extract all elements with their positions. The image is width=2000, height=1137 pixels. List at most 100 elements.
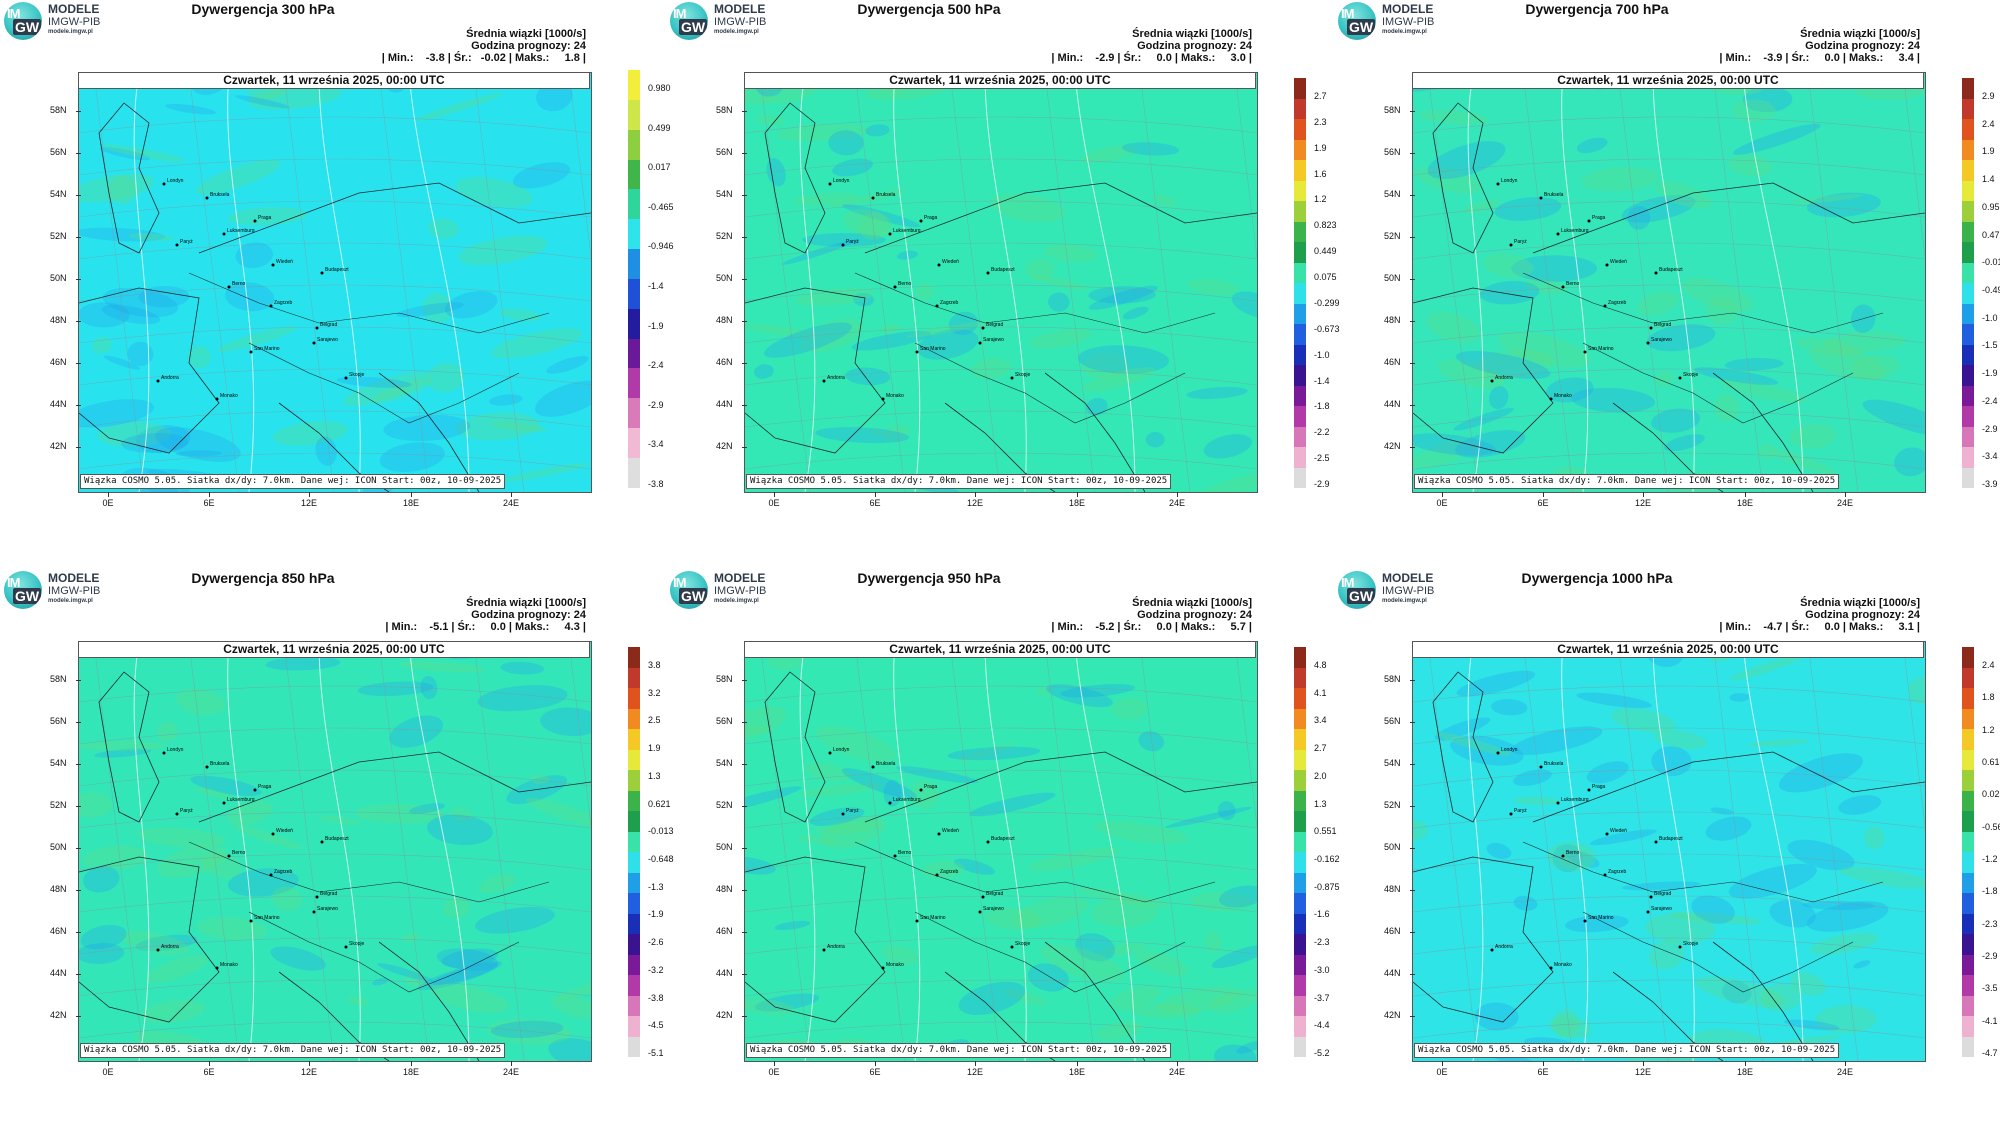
- colorbar-tick: -2.4: [1982, 395, 1998, 406]
- panel-title: Dywergencja 500 hPa: [857, 1, 1001, 17]
- field-patch: [868, 428, 891, 438]
- colorbar-tick: -3.4: [648, 439, 664, 450]
- lon-label: 24E: [496, 492, 526, 508]
- field-patch: [1012, 897, 1089, 929]
- city-marker: [344, 945, 348, 949]
- lat-label: 50N: [50, 273, 81, 283]
- field-patch: [1894, 447, 1925, 477]
- field-patch: [441, 948, 498, 968]
- colorbar-segment: [1962, 385, 1974, 406]
- colorbar-segment: [628, 790, 640, 811]
- field-patch: [175, 688, 226, 715]
- colorbar-segment: [628, 1036, 640, 1057]
- colorbar-segment: [628, 954, 640, 975]
- coastline: [1413, 287, 1554, 454]
- colorbar-segment: [1962, 913, 1974, 934]
- city-marker: [271, 263, 275, 267]
- field-patch: [1864, 826, 1885, 850]
- model-footer: Wiązka COSMO 5.05. Siatka dx/dy: 7.0km. …: [80, 474, 506, 489]
- graticule-lon: [93, 73, 145, 492]
- contour-line: [1074, 642, 1136, 1061]
- field-patch: [1413, 433, 1496, 456]
- city-label: Monako: [1554, 962, 1572, 968]
- graticule-lat: [1413, 853, 1925, 871]
- lat-label: 46N: [1384, 357, 1415, 367]
- graticule-lat: [745, 853, 1257, 871]
- field-patch: [1787, 839, 1855, 871]
- graticule-lon: [949, 642, 1001, 1061]
- map-area: Londyn Bruksela Luksemburg Paryż Praga Berno W…: [1412, 641, 1926, 1062]
- field-patch: [1219, 885, 1257, 908]
- stats-block: Średnia wiązki [1000/s] Godzina prognozy…: [382, 28, 586, 64]
- city-label: Belgrad: [1654, 891, 1671, 897]
- field-patch: [1851, 354, 1900, 380]
- city-label: Luksemburg: [1561, 228, 1589, 234]
- city-marker: [205, 196, 209, 200]
- field-patch: [546, 356, 589, 374]
- field-patch: [146, 954, 209, 983]
- coastline: [1432, 671, 1494, 823]
- colorbar-segment: [1294, 811, 1306, 832]
- field-patch: [821, 815, 886, 849]
- city-marker: [978, 341, 982, 345]
- field-patch: [399, 661, 486, 673]
- lon-label: 0E: [1427, 1061, 1457, 1077]
- city-marker: [1605, 263, 1609, 267]
- field-patch: [136, 425, 191, 454]
- field-patch: [842, 204, 921, 228]
- colorbar-tick: -2.3: [1314, 937, 1330, 948]
- field-patch: [1801, 900, 1875, 910]
- stats-title: Średnia wiązki [1000/s]: [1132, 28, 1252, 40]
- field-patch: [971, 357, 1012, 379]
- colorbar-tick: -2.4: [648, 360, 664, 371]
- city-marker: [841, 812, 845, 816]
- city-marker: [881, 397, 885, 401]
- field-patch: [1589, 829, 1657, 846]
- colorbar-tick: -1.9: [648, 909, 664, 920]
- lon-label: 6E: [1528, 1061, 1558, 1077]
- field-patch: [745, 324, 818, 337]
- field-patch: [1236, 1040, 1257, 1054]
- graticule-lat: [1413, 116, 1925, 134]
- graticule-lat: [745, 368, 1257, 386]
- coastline: [378, 372, 480, 492]
- graticule-lat: [79, 727, 591, 745]
- city-marker: [222, 232, 226, 236]
- map-area: Londyn Bruksela Luksemburg Paryż Praga Berno W…: [78, 72, 592, 493]
- city-label: Londyn: [833, 747, 850, 753]
- colorbar-tick: 2.0: [1314, 770, 1327, 781]
- field-patch: [1231, 291, 1257, 319]
- colorbar-segment: [1294, 221, 1306, 242]
- lon-label: 18E: [1062, 1061, 1092, 1077]
- city-label: San Marino: [254, 915, 280, 921]
- colorbar-segment: [628, 667, 640, 688]
- city-label: Andorra: [161, 375, 179, 381]
- colorbar-segment: [1294, 324, 1306, 345]
- city-marker: [1583, 350, 1587, 354]
- field-patch: [489, 421, 547, 432]
- field-patch: [1552, 844, 1583, 873]
- city-label: Praga: [258, 784, 272, 790]
- colorbar-tick: -3.8: [648, 992, 664, 1003]
- contour-line: [227, 642, 255, 1061]
- colorbar-segment: [1294, 708, 1306, 729]
- colorbar-tick: 3.4: [1314, 715, 1327, 726]
- field-patch: [798, 834, 839, 844]
- border-line: [248, 911, 520, 993]
- stats-title: Średnia wiązki [1000/s]: [1132, 597, 1252, 609]
- city-marker: [986, 271, 990, 275]
- graticule-lat: [79, 158, 591, 176]
- field-patch: [753, 364, 774, 379]
- field-patch: [336, 376, 412, 388]
- lon-label: 12E: [1628, 492, 1658, 508]
- colorbar-tick: 3.2: [648, 687, 661, 698]
- lon-label: 0E: [1427, 492, 1457, 508]
- colorbar-segment: [1962, 78, 1974, 99]
- colorbar-tick: 2.4: [1982, 118, 1995, 129]
- field-patch: [1524, 277, 1568, 295]
- colorbar-tick: -1.4: [648, 281, 664, 291]
- field-patch: [1784, 1019, 1840, 1031]
- panel-title: Dywergencja 300 hPa: [191, 1, 335, 17]
- graticule-lat: [79, 410, 591, 428]
- field-patch: [828, 130, 864, 156]
